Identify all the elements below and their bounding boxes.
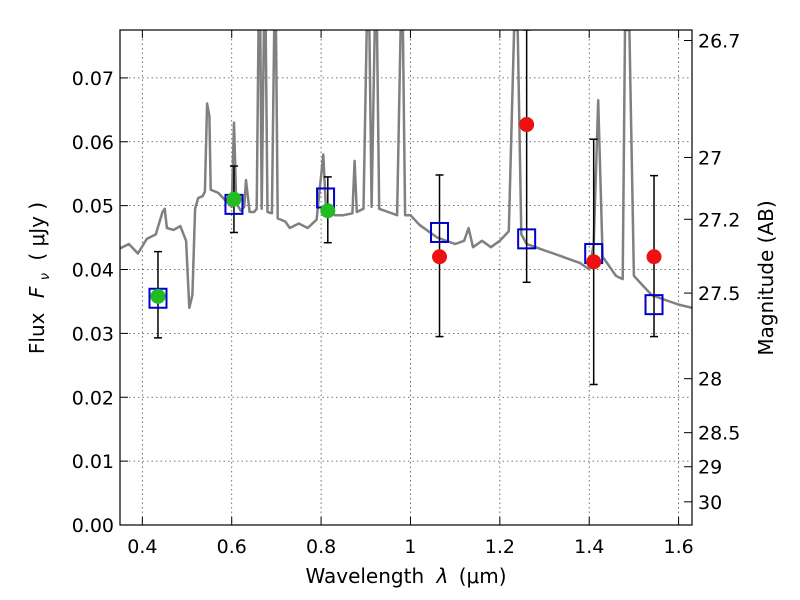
model-flux-box xyxy=(148,287,168,309)
y-axis-title-subscript: ν xyxy=(38,273,53,280)
y-tick-label: 0.07 xyxy=(72,68,114,90)
magnitude-tick-label: 27 xyxy=(698,147,722,169)
x-tick-label: 0.6 xyxy=(217,536,247,558)
magnitude-tick-label: 28.5 xyxy=(698,423,740,445)
red-data-point xyxy=(432,249,448,265)
magnitude-tick-label: 29 xyxy=(698,457,722,479)
grid-lines xyxy=(120,30,692,526)
axis-ticks: 0.4 0.6 0.8 1 1.2 1.4 1.6 0.00 0.01 0.02 0.03 0.04 0… xyxy=(72,30,740,558)
x-tick-label: 1.4 xyxy=(574,536,604,558)
y-tick-label: 0.00 xyxy=(72,515,114,537)
x-tick-label: 1.6 xyxy=(663,536,693,558)
magnitude-tick-label: 26.7 xyxy=(698,30,740,52)
template-spectrum-line xyxy=(120,30,692,310)
x-tick-label: 1 xyxy=(404,536,416,558)
y-tick-label: 0.01 xyxy=(72,451,114,473)
red-data-point xyxy=(519,117,535,133)
x-axis-title-unit: (μm) xyxy=(459,564,507,588)
green-data-point xyxy=(150,288,166,304)
y-axis-title-text: Flux xyxy=(25,312,49,354)
magnitude-axis-title: Magnitude (AB) xyxy=(754,200,778,355)
x-axis-title-text: Wavelength xyxy=(305,564,424,588)
y-tick-label: 0.05 xyxy=(72,196,114,218)
plot-frame xyxy=(119,29,693,526)
magnitude-tick-label: 27.5 xyxy=(698,283,740,305)
y-tick-label: 0.06 xyxy=(72,132,114,154)
x-tick-label: 0.8 xyxy=(306,536,336,558)
y-tick-label: 0.02 xyxy=(72,387,114,409)
magnitude-tick-label: 27.2 xyxy=(698,209,740,231)
x-axis-title-symbol: λ xyxy=(436,564,449,588)
red-data-point xyxy=(586,254,602,270)
x-tick-label: 0.4 xyxy=(127,536,157,558)
y-axis-title-symbol: F xyxy=(25,286,49,298)
model-flux-box xyxy=(517,228,537,250)
green-data-point xyxy=(226,191,242,207)
model-flux-box xyxy=(644,294,664,316)
model-flux-box xyxy=(430,221,450,243)
y-tick-label: 0.04 xyxy=(72,260,114,282)
y-axis-title: Flux F ν ( μJy ) xyxy=(25,202,54,354)
y-tick-label: 0.03 xyxy=(72,323,114,345)
magnitude-tick-label: 30 xyxy=(698,492,722,514)
magnitude-tick-label: 28 xyxy=(698,369,722,391)
x-tick-label: 1.2 xyxy=(485,536,515,558)
y-axis-title-unit: ( μJy ) xyxy=(25,202,49,261)
plot-area xyxy=(120,30,692,386)
green-data-point xyxy=(320,203,336,219)
x-axis-title: Wavelength λ (μm) xyxy=(305,564,506,588)
red-data-point xyxy=(646,249,662,265)
